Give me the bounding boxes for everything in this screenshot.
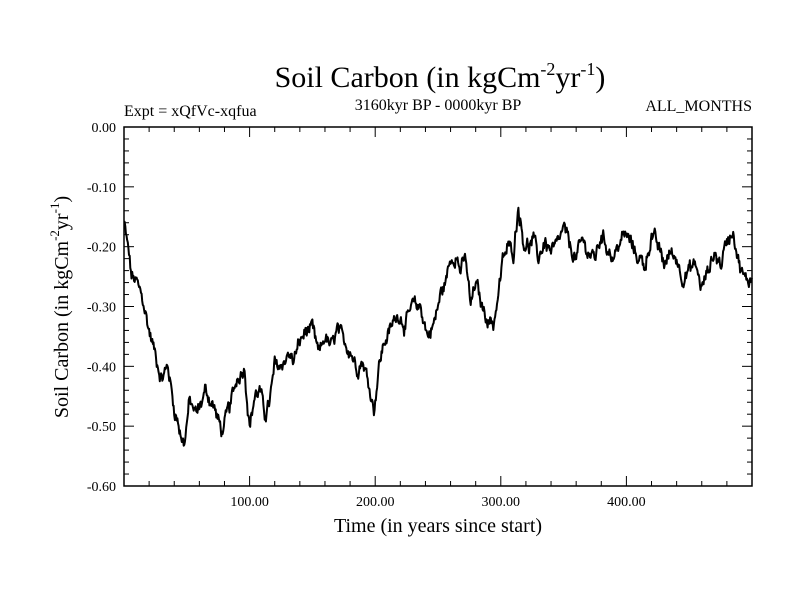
- x-tick-label: 200.00: [356, 495, 395, 510]
- x-tick-label: 100.00: [230, 495, 269, 510]
- experiment-label: Expt = xQfVc-xqfua: [124, 103, 257, 120]
- series-line: [123, 206, 753, 447]
- y-axis: 0.00 -0.10 -0.20 -0.30 -0.40 -0.50 -0.60: [87, 121, 752, 495]
- y-tick-label: -0.10: [87, 181, 116, 196]
- y-tick-label: -0.20: [87, 241, 116, 256]
- y-tick-label: -0.30: [87, 301, 116, 316]
- period-label: 3160kyr BP - 0000kyr BP: [355, 97, 522, 114]
- y-tick-label: -0.40: [87, 360, 116, 375]
- y-tick-label: -0.50: [87, 420, 116, 435]
- y-tick-label: -0.60: [87, 480, 116, 495]
- x-axis: 100.00 200.00 300.00 400.00: [148, 127, 728, 510]
- y-axis-label: Soil Carbon (in kgCm-2yr-1): [47, 196, 73, 418]
- x-tick-label: 300.00: [482, 495, 521, 510]
- chart-title: Soil Carbon (in kgCm-2yr-1): [275, 59, 606, 94]
- x-axis-label: Time (in years since start): [334, 515, 542, 537]
- months-label: ALL_MONTHS: [645, 98, 752, 115]
- x-tick-label: 400.00: [607, 495, 646, 510]
- y-tick-label: 0.00: [92, 121, 117, 136]
